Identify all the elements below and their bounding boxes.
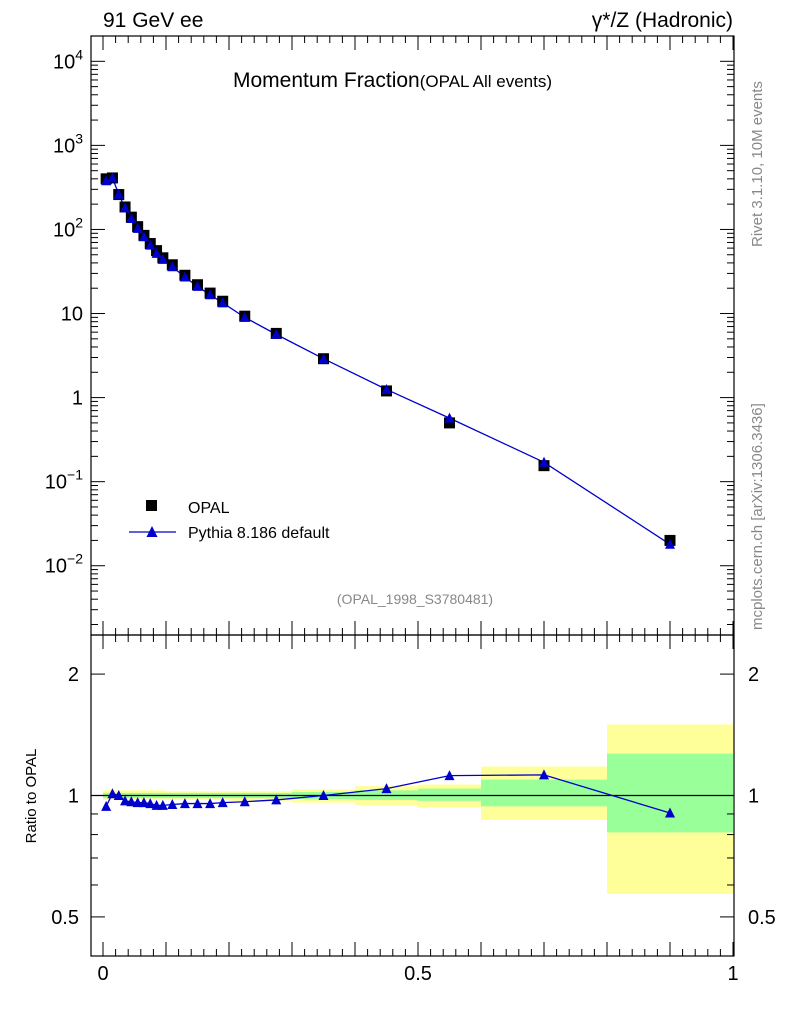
pythia-data-point bbox=[157, 253, 168, 264]
ratio-y-tick-label: 0.5 bbox=[51, 907, 79, 929]
analysis-id-label: (OPAL_1998_S3780481) bbox=[337, 591, 493, 607]
main-plot-frame bbox=[90, 35, 735, 636]
ratio-data-point bbox=[179, 798, 190, 809]
ratio-band-stat bbox=[481, 779, 607, 807]
pythia-data-point bbox=[145, 239, 156, 250]
ratio-data-point bbox=[444, 770, 455, 781]
chart-title: Momentum Fraction(OPAL All events) bbox=[233, 69, 552, 92]
x-tick-label: 0 bbox=[97, 963, 108, 985]
pythia-data-point bbox=[192, 280, 203, 291]
main-data-layer bbox=[100, 172, 676, 549]
pythia-data-point bbox=[113, 188, 124, 199]
x-tick-label: 1 bbox=[727, 963, 738, 985]
ratio-data-point bbox=[113, 790, 124, 800]
legend: OPAL Pythia 8.186 default bbox=[129, 500, 330, 542]
ratio-data-point bbox=[167, 798, 178, 809]
rivet-version-label: Rivet 3.1.10, 10M events bbox=[749, 81, 766, 247]
pythia-data-point bbox=[151, 247, 162, 258]
pythia-data-point bbox=[101, 175, 112, 186]
ratio-y-tick-label-right: 2 bbox=[748, 664, 759, 686]
pythia-data-point bbox=[120, 202, 131, 213]
ratio-y-axis-label: Ratio to OPAL bbox=[23, 749, 40, 844]
pythia-data-point bbox=[318, 353, 329, 364]
ratio-axis-ticks: 0 0.5 1 2 2 1 1 0.5 0.5 bbox=[51, 635, 776, 985]
main-y-tick-label: 10 bbox=[61, 304, 83, 326]
ratio-data-point bbox=[107, 788, 118, 799]
pythia-data-point bbox=[167, 261, 178, 272]
ratio-data-point bbox=[217, 797, 228, 808]
ratio-y-tick-label-right: 0.5 bbox=[748, 907, 776, 929]
x-tick-label: 0.5 bbox=[404, 963, 432, 985]
ratio-band-stat bbox=[607, 753, 733, 833]
ratio-uncertainty-bands bbox=[91, 724, 734, 894]
pythia-data-point bbox=[205, 289, 216, 300]
pythia-data-point bbox=[217, 297, 228, 308]
ratio-data-point bbox=[381, 783, 392, 794]
ratio-data-point bbox=[665, 807, 675, 818]
chart-title-sub: (OPAL All events) bbox=[420, 72, 552, 91]
pythia-data-point bbox=[539, 456, 549, 467]
pythia-data-point bbox=[132, 222, 143, 233]
legend-marker-opal bbox=[146, 500, 157, 511]
pythia-data-point bbox=[271, 328, 282, 339]
pythia-data-point bbox=[107, 172, 118, 183]
header-right-label: γ*/Z (Hadronic) bbox=[592, 9, 733, 32]
legend-marker-pythia bbox=[146, 526, 158, 537]
ratio-data-point bbox=[120, 795, 131, 806]
main-y-tick-label: 104 bbox=[53, 46, 83, 73]
ratio-data-point bbox=[145, 798, 156, 809]
pythia-data-point bbox=[239, 311, 250, 322]
ratio-data-point bbox=[239, 796, 250, 807]
ratio-y-tick-label-right: 1 bbox=[748, 786, 759, 808]
ratio-data-point bbox=[132, 797, 143, 808]
main-y-tick-label: 10−1 bbox=[45, 467, 83, 494]
ratio-data-point bbox=[138, 797, 149, 808]
ratio-data-point bbox=[126, 796, 137, 807]
ratio-series-line bbox=[105, 774, 671, 814]
pythia-data-point bbox=[179, 271, 190, 282]
pythia-data-point bbox=[138, 231, 149, 242]
pythia-data-point bbox=[665, 538, 675, 549]
ratio-data-point bbox=[318, 790, 329, 800]
ratio-y-tick-label: 2 bbox=[68, 664, 79, 686]
pythia-data-point bbox=[126, 212, 137, 223]
ratio-data-layer bbox=[101, 769, 675, 818]
main-y-tick-label: 102 bbox=[53, 214, 83, 241]
mcplots-reference-label: mcplots.cern.ch [arXiv:1306.3436] bbox=[749, 403, 766, 630]
ratio-data-point bbox=[192, 798, 203, 809]
pythia-series-line bbox=[105, 177, 671, 545]
pythia-data-point bbox=[444, 412, 455, 423]
legend-label-opal: OPAL bbox=[188, 500, 230, 517]
opal-data-point bbox=[444, 417, 455, 429]
ratio-y-tick-label: 1 bbox=[68, 786, 79, 808]
ratio-data-point bbox=[157, 799, 168, 810]
main-y-tick-label: 103 bbox=[53, 130, 83, 157]
main-y-tick-label: 1 bbox=[72, 388, 83, 410]
ratio-data-point bbox=[101, 800, 112, 811]
main-y-tick-label: 10−2 bbox=[45, 551, 83, 578]
ratio-data-point bbox=[205, 798, 216, 809]
ratio-data-point bbox=[271, 794, 282, 805]
pythia-data-point bbox=[381, 383, 392, 394]
legend-label-pythia: Pythia 8.186 default bbox=[188, 525, 330, 542]
ratio-data-point bbox=[151, 799, 162, 810]
ratio-data-point bbox=[539, 769, 549, 780]
ratio-band-stat bbox=[418, 788, 481, 801]
chart-title-main: Momentum Fraction bbox=[233, 69, 420, 92]
header-left-label: 91 GeV ee bbox=[103, 9, 203, 32]
